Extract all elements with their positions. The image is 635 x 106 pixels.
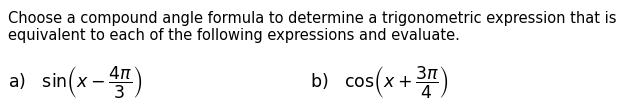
Text: Choose a compound angle formula to determine a trigonometric expression that is: Choose a compound angle formula to deter… xyxy=(8,11,617,26)
Text: equivalent to each of the following expressions and evaluate.: equivalent to each of the following expr… xyxy=(8,28,460,43)
Text: a)   $\sin\!\left(x - \dfrac{4\pi}{3}\right)$: a) $\sin\!\left(x - \dfrac{4\pi}{3}\righ… xyxy=(8,64,142,100)
Text: b)   $\cos\!\left(x + \dfrac{3\pi}{4}\right)$: b) $\cos\!\left(x + \dfrac{3\pi}{4}\righ… xyxy=(310,64,449,100)
